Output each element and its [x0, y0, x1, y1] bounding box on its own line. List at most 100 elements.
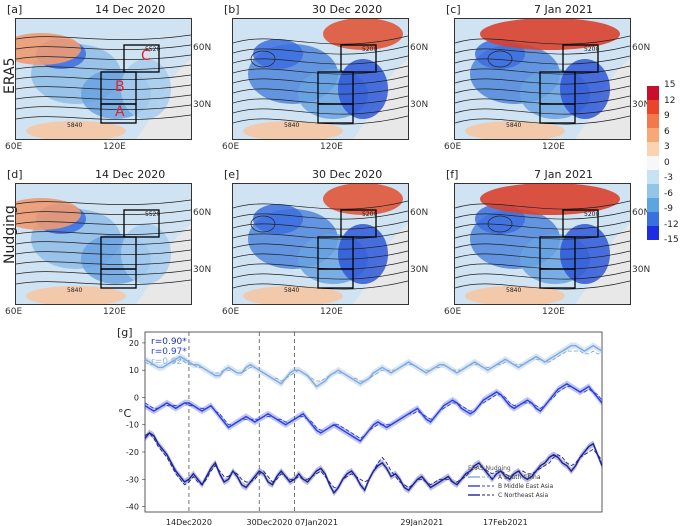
x-tick-label: 14Dec2020 — [166, 518, 212, 526]
contour-label: 5200 — [584, 46, 600, 53]
geopotential-contour — [16, 104, 191, 110]
series-era5-line — [144, 344, 603, 388]
colorbar-tick: -12 — [664, 219, 679, 230]
lon-tick: 60E — [5, 142, 23, 152]
contour-label: 5840 — [67, 122, 83, 129]
panel-date: 7 Jan 2021 — [534, 168, 593, 181]
series-nudging-line — [144, 432, 603, 488]
colorbar-tick: -6 — [664, 188, 673, 199]
cold-anomaly — [338, 59, 388, 119]
colorbar-tick: -15 — [664, 235, 679, 245]
colorbar-tick: -3 — [664, 173, 673, 183]
contour-label: 5520 — [145, 46, 161, 53]
y-axis-label: °C — [118, 407, 132, 420]
geopotential-contour — [16, 74, 191, 80]
legend-label: C Northeast Asia — [498, 492, 549, 499]
geopotential-contour — [233, 210, 408, 220]
colorbar-segment — [647, 184, 659, 199]
geopotential-contour — [16, 64, 191, 70]
region-letter: A — [115, 104, 125, 120]
colorbar-segment — [647, 198, 659, 213]
geopotential-contour — [455, 230, 630, 240]
colorbar-segment — [647, 86, 659, 101]
geopotential-contour — [455, 55, 630, 65]
geopotential-contour — [16, 259, 191, 265]
lon-tick: 120E — [103, 307, 126, 317]
lon-tick: 60E — [5, 307, 23, 317]
row-label-era5: ERA5 — [2, 57, 18, 95]
contour-label: 5200 — [362, 211, 378, 218]
series-band — [145, 380, 602, 445]
colorbar-tick: 3 — [664, 142, 670, 152]
legend-label: A South China — [498, 474, 541, 481]
anomaly-map — [233, 184, 408, 304]
low-center-contour — [250, 215, 276, 233]
contour-label: 5840 — [284, 287, 300, 294]
region-box-b — [317, 236, 354, 270]
map-panel-1-2 — [454, 183, 631, 305]
geopotential-contour — [455, 240, 630, 250]
correlation-label: r=0.90* — [151, 337, 187, 347]
region-box-c — [340, 44, 377, 73]
anomaly-map — [16, 19, 191, 139]
cold-anomaly — [253, 204, 303, 234]
region-box-b — [317, 71, 354, 105]
lat-tick: 60N — [410, 43, 429, 53]
geopotential-contour — [455, 105, 630, 115]
contour-label: 5200 — [362, 46, 378, 53]
geopotential-contour — [455, 75, 630, 85]
geopotential-contour — [233, 95, 408, 105]
colorbar-segment — [647, 128, 659, 143]
contour-label: 5520 — [145, 211, 161, 218]
region-box-c — [123, 209, 160, 238]
low-center-contour — [487, 215, 513, 233]
geopotential-contour — [233, 75, 408, 85]
lon-tick: 60E — [444, 307, 462, 317]
colorbar-tick: -9 — [664, 204, 673, 214]
region-box-b — [100, 236, 137, 270]
contour-label: 5840 — [506, 287, 522, 294]
geopotential-contour — [455, 210, 630, 220]
geopotential-contour — [16, 54, 191, 60]
map-panel-1-1 — [232, 183, 409, 305]
map-panel-0-2 — [454, 18, 631, 140]
warm-anomaly — [243, 121, 343, 139]
low-center-contour — [487, 50, 513, 68]
legend-label: B Middle East Asia — [498, 483, 554, 490]
region-box-b — [100, 71, 137, 105]
colorbar-tick: 15 — [664, 80, 676, 90]
geopotential-contour — [233, 200, 408, 210]
geopotential-contour — [233, 280, 408, 290]
colorbar-segment — [647, 114, 659, 129]
panel-date: 14 Dec 2020 — [95, 168, 166, 181]
warm-anomaly — [480, 184, 620, 215]
geopotential-contour — [16, 249, 191, 255]
timeseries-panel: [g] °C 20 10 0 -10 -20 -30 -40 14Dec2020 30Dec20… — [0, 322, 685, 526]
lat-tick: 30N — [193, 265, 212, 275]
geopotential-contour — [233, 250, 408, 260]
warm-anomaly — [465, 286, 565, 304]
region-box-c — [123, 44, 160, 73]
colorbar-tick: 0 — [664, 157, 670, 168]
geopotential-contour — [455, 280, 630, 290]
geopotential-contour — [233, 270, 408, 280]
cold-anomaly — [560, 59, 610, 119]
panel-tag: [f] — [446, 168, 459, 181]
geopotential-contour — [233, 115, 408, 125]
x-tick-label: 30Dec2020 07Jan2021 — [246, 518, 337, 526]
colorbar-tick: 6 — [664, 126, 670, 137]
panel-tag: [b] — [224, 3, 240, 16]
y-tick-label: 0 — [134, 393, 139, 402]
panel-date: 14 Dec 2020 — [95, 3, 166, 16]
geopotential-contour — [16, 239, 191, 245]
lat-tick: 60N — [632, 208, 651, 218]
geopotential-contour — [455, 85, 630, 95]
geopotential-contour — [233, 65, 408, 75]
region-box-c — [562, 209, 599, 238]
x-tick-label: 29Jan2021 — [400, 518, 443, 526]
row-label-nudging: Nudging — [2, 205, 18, 264]
geopotential-contour — [455, 270, 630, 280]
low-center-contour — [250, 50, 276, 68]
warm-anomaly — [480, 19, 620, 50]
lat-tick: 30N — [632, 265, 651, 275]
